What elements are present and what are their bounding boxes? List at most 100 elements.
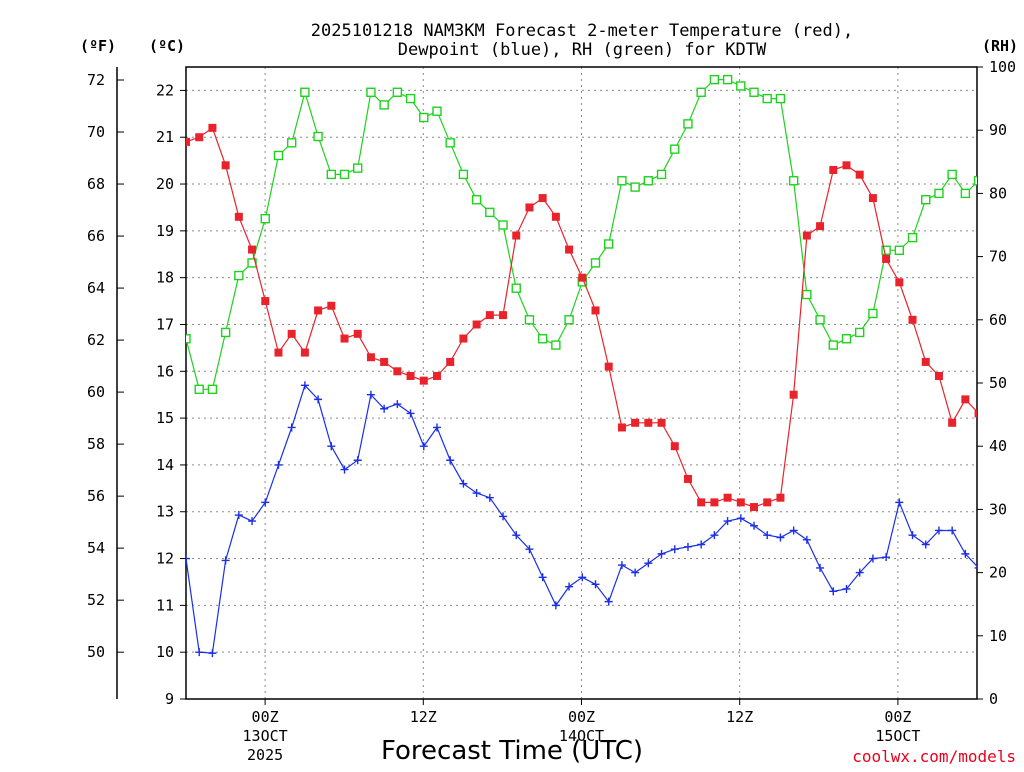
rh-point xyxy=(405,93,416,104)
dewpoint-point xyxy=(366,390,375,399)
rh-tick-label: 20 xyxy=(989,564,1007,582)
rh-point xyxy=(643,176,654,186)
temperature-point xyxy=(551,212,560,221)
rh-point xyxy=(854,327,865,338)
rh-line xyxy=(186,78,977,390)
temperature-point xyxy=(697,498,706,507)
dewpoint-point xyxy=(736,514,745,523)
fahrenheit-tick-label: 54 xyxy=(87,539,105,557)
dewpoint-point xyxy=(419,442,428,451)
dewpoint-point xyxy=(617,561,626,570)
rh-point xyxy=(670,144,680,154)
rh-point xyxy=(815,315,825,325)
rh-point xyxy=(947,169,957,180)
rh-point xyxy=(921,195,931,205)
fahrenheit-tick-label: 56 xyxy=(87,487,105,505)
rh-point xyxy=(907,232,918,243)
rh-point xyxy=(617,176,627,186)
dewpoint-point xyxy=(248,517,257,526)
temperature-point xyxy=(565,245,574,254)
series-clipped-group xyxy=(186,74,977,658)
rh-point xyxy=(445,138,455,148)
rh-point xyxy=(432,106,442,116)
dewpoint-point xyxy=(287,423,296,432)
dewpoint-point xyxy=(895,498,904,507)
rh-point xyxy=(471,195,482,205)
rh-point xyxy=(207,384,218,395)
rh-point xyxy=(881,245,891,255)
celsius-tick-label: 21 xyxy=(156,128,174,146)
dewpoint-point xyxy=(340,465,349,474)
rh-point xyxy=(590,258,601,268)
dewpoint-point xyxy=(525,545,534,554)
temperature-point xyxy=(710,498,719,507)
rh-point xyxy=(828,340,838,350)
rh-unit-label: (RH) xyxy=(982,37,1018,55)
dewpoint-point xyxy=(186,554,190,563)
rh-tick-label: 100 xyxy=(989,58,1016,76)
celsius-tick-label: 13 xyxy=(156,503,174,521)
dewpoint-point xyxy=(432,423,441,432)
temperature-point xyxy=(802,231,811,240)
fahrenheit-tick-label: 68 xyxy=(87,175,105,193)
temperature-point xyxy=(353,329,362,338)
temperature-point xyxy=(842,161,851,170)
rh-point xyxy=(894,245,905,255)
rh-point xyxy=(379,100,389,110)
rh-point xyxy=(736,81,746,91)
celsius-tick-label: 17 xyxy=(156,315,174,333)
rh-point xyxy=(868,308,878,319)
dewpoint-point xyxy=(921,540,930,549)
rh-point xyxy=(683,119,693,129)
rh-point xyxy=(326,169,337,180)
rh-point xyxy=(313,131,323,142)
temperature-point xyxy=(934,371,943,380)
dewpoint-point xyxy=(406,409,415,418)
temperature-point xyxy=(274,348,283,357)
dewpoint-point xyxy=(208,649,217,658)
x-tick-date-label: 13OCT xyxy=(243,727,288,745)
celsius-tick-label: 22 xyxy=(156,81,174,99)
rh-point xyxy=(194,384,204,395)
temperature-point xyxy=(723,493,732,502)
dewpoint-point xyxy=(842,584,851,593)
celsius-tick-label: 12 xyxy=(156,550,174,568)
temperature-point xyxy=(868,194,877,203)
credit-link[interactable]: coolwx.com/models xyxy=(852,747,1016,766)
temperature-line xyxy=(186,126,977,508)
temperature-point xyxy=(591,306,600,315)
rh-tick-label: 30 xyxy=(989,500,1007,518)
rh-tick-label: 70 xyxy=(989,248,1007,266)
dewpoint-point xyxy=(353,456,362,465)
dewpoint-point xyxy=(631,568,640,577)
dewpoint-point xyxy=(948,526,957,535)
dewpoint-point xyxy=(446,456,455,465)
fahrenheit-unit-label: (ºF) xyxy=(80,37,116,55)
rh-point xyxy=(564,315,574,325)
temperature-point xyxy=(287,329,296,338)
dewpoint-point xyxy=(723,517,732,526)
x-tick-label: 00Z xyxy=(884,708,911,726)
x-tick-label: 00Z xyxy=(568,708,595,726)
dewpoint-point xyxy=(234,511,243,520)
temperature-point xyxy=(327,301,336,310)
rh-tick-label: 40 xyxy=(989,437,1007,455)
x-tick-label: 12Z xyxy=(410,708,437,726)
dewpoint-point xyxy=(221,556,230,565)
x-tick-date-label: 14OCT xyxy=(559,727,604,745)
temperature-point xyxy=(816,222,825,231)
temperature-point xyxy=(406,371,415,380)
temperature-point xyxy=(961,395,970,404)
temperature-point xyxy=(578,273,587,282)
rh-point xyxy=(537,334,548,344)
temperature-point xyxy=(419,376,428,385)
rh-point xyxy=(960,188,971,199)
dewpoint-point xyxy=(802,535,811,544)
temperature-point xyxy=(670,442,679,451)
rh-tick-label: 10 xyxy=(989,627,1007,645)
rh-tick-label: 50 xyxy=(989,374,1007,392)
celsius-tick-label: 11 xyxy=(156,596,174,614)
rh-point xyxy=(524,315,535,325)
celsius-tick-label: 18 xyxy=(156,269,174,287)
dewpoint-point xyxy=(657,549,666,558)
